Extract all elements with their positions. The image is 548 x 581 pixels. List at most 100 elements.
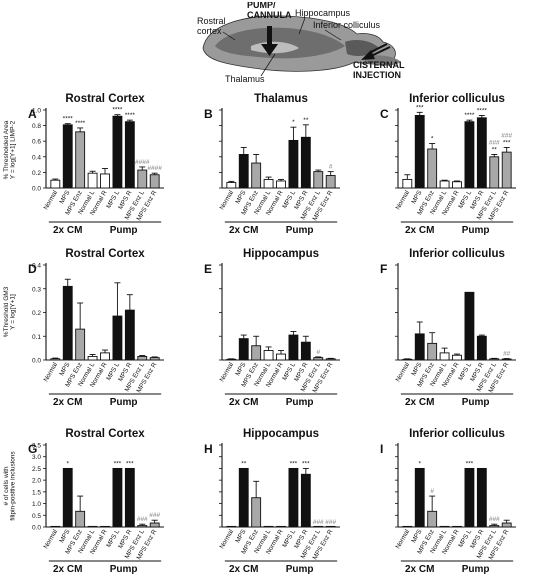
schematic-label-thalamus: Thalamus <box>225 74 265 84</box>
significance-mark: **** <box>63 116 74 123</box>
significance-mark: **** <box>464 112 475 119</box>
panel-letter: B <box>204 107 213 121</box>
significance-mark: #### <box>147 165 162 172</box>
bar <box>112 315 123 361</box>
bar <box>124 309 135 361</box>
y-tick-label: 0.0 <box>32 186 41 193</box>
y-tick-label: 0.0 <box>32 358 41 365</box>
bar <box>439 525 450 528</box>
bar <box>137 525 148 528</box>
significance-mark: # <box>430 488 434 495</box>
bar <box>288 139 299 189</box>
bar <box>263 525 274 528</box>
brain-schematic: Rostral cortex PUMP/CANNULA Hippocampus I… <box>197 2 405 84</box>
bar <box>501 358 512 361</box>
bar <box>489 525 500 528</box>
bar <box>476 467 487 528</box>
bar <box>263 350 274 361</box>
bar <box>414 333 425 361</box>
significance-mark: ### <box>489 139 500 146</box>
group-label: Pump <box>462 397 490 408</box>
bar <box>288 467 299 528</box>
group-label: 2x CM <box>229 397 258 408</box>
group-label: Pump <box>462 225 490 236</box>
bar <box>452 354 462 361</box>
bar <box>414 467 425 528</box>
group-label: 2x CM <box>405 225 434 236</box>
chart-title: Inferior colliculus <box>409 248 505 260</box>
y-tick-label: 2.5 <box>32 466 41 473</box>
significance-mark: ** <box>241 460 247 467</box>
bar <box>464 121 475 189</box>
pump-arrow-icon <box>261 26 278 56</box>
bar <box>300 136 311 189</box>
significance-mark: *** <box>503 139 511 146</box>
panel-letter: I <box>380 442 383 456</box>
bar <box>288 334 299 361</box>
significance-mark: #### <box>135 159 150 166</box>
bar <box>62 467 73 528</box>
bar <box>489 358 500 361</box>
bar <box>402 178 413 189</box>
x-tick-label: Normal <box>43 361 60 383</box>
schematic-label-hippocampus: Hippocampus <box>295 8 351 18</box>
significance-mark: ** <box>492 146 498 153</box>
bar <box>439 180 450 189</box>
bar <box>149 174 160 189</box>
group-label: Pump <box>286 564 314 575</box>
x-tick-label: Normal <box>43 189 60 211</box>
schematic-label-inferior-colliculus: Inferior colliculus <box>313 20 381 30</box>
significance-mark: ** <box>303 117 309 124</box>
bar <box>50 525 61 528</box>
chart-title: Rostral Cortex <box>65 248 145 260</box>
significance-mark: * <box>292 119 295 126</box>
bar <box>251 497 262 528</box>
y-tick-label: 0.4 <box>32 154 41 161</box>
y-tick-label: 0.2 <box>32 310 41 317</box>
y-tick-label: 0.6 <box>32 139 41 146</box>
bar <box>75 131 86 189</box>
brain-illustration <box>202 15 401 72</box>
hippocampus-pointer <box>298 17 306 35</box>
significance-mark: ### <box>137 516 148 523</box>
y-tick-label: 3.0 <box>32 454 41 461</box>
significance-mark: *** <box>290 460 298 467</box>
bar <box>238 338 249 361</box>
bar <box>226 182 237 189</box>
bar <box>226 525 237 528</box>
bar <box>313 525 324 528</box>
panel-letter: A <box>28 107 37 121</box>
x-tick-label: Normal <box>219 189 236 211</box>
significance-mark: # <box>329 164 333 171</box>
bar <box>489 156 500 189</box>
bar <box>100 352 110 361</box>
bar <box>112 467 123 528</box>
bar <box>464 291 475 361</box>
bar <box>50 179 61 189</box>
significance-mark: ### <box>501 132 512 139</box>
group-label: 2x CM <box>405 564 434 575</box>
x-tick-label: Normal <box>43 528 60 550</box>
significance-mark: ### <box>489 516 500 523</box>
panel-letter: F <box>380 262 387 276</box>
chart-title: Rostral Cortex <box>65 428 145 440</box>
significance-mark: * <box>431 136 434 143</box>
bar <box>276 353 286 361</box>
row-ylabel: % Thresholded AreaY = log[Y+1] LIMP-2 <box>3 120 17 179</box>
chart-title: Inferior colliculus <box>409 93 505 105</box>
y-tick-label: 0.8 <box>32 123 41 130</box>
x-tick-label: Normal <box>395 189 412 211</box>
bar <box>313 357 324 361</box>
y-tick-label: 0.3 <box>32 286 41 293</box>
group-label: 2x CM <box>53 564 82 575</box>
bar <box>50 358 61 361</box>
bar <box>100 525 110 528</box>
group-label: 2x CM <box>229 225 258 236</box>
significance-mark: *** <box>126 460 134 467</box>
bar <box>452 525 462 528</box>
